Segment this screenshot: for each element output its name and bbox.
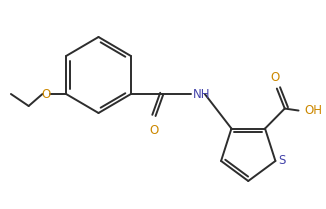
Text: O: O — [149, 124, 158, 137]
Text: OH: OH — [304, 104, 322, 117]
Text: O: O — [270, 71, 279, 84]
Text: S: S — [278, 154, 286, 167]
Text: O: O — [42, 88, 51, 101]
Text: NH: NH — [193, 88, 211, 101]
